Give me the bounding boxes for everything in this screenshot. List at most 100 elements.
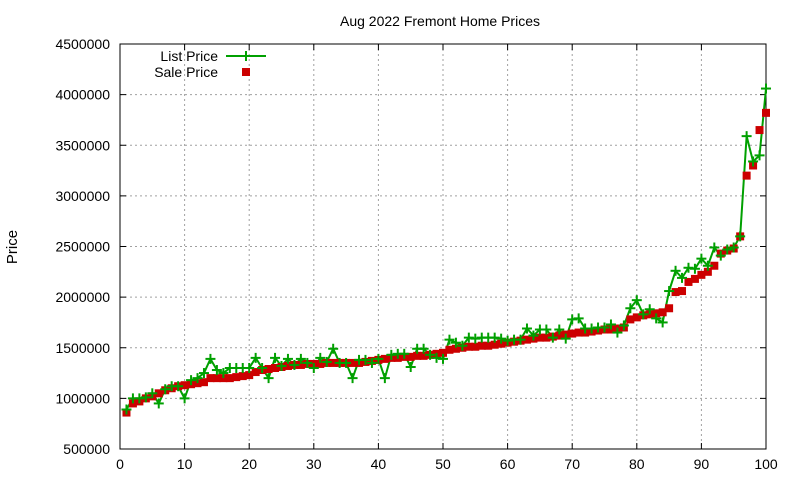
sale-price-point <box>329 358 338 367</box>
sale-price-point <box>484 341 493 350</box>
x-tick-label: 50 <box>435 456 451 472</box>
y-axis-label: Price <box>4 230 21 264</box>
x-tick-label: 80 <box>629 456 645 472</box>
list-price-point <box>244 363 255 373</box>
list-price-point <box>528 330 539 341</box>
y-tick-label: 1000000 <box>55 390 110 406</box>
legend-label: Sale Price <box>154 64 218 80</box>
list-price-point <box>173 381 184 392</box>
sale-price-point <box>316 359 325 368</box>
list-price-point <box>586 323 597 334</box>
list-price-point <box>502 335 513 346</box>
list-price-point <box>567 314 578 325</box>
list-price-point <box>438 353 448 364</box>
list-price-point <box>496 333 507 344</box>
sale-price-point <box>212 374 221 383</box>
list-price-point <box>257 363 268 373</box>
sale-price-point <box>542 333 551 342</box>
sale-price-point <box>348 358 357 367</box>
sale-price-point <box>678 287 687 296</box>
list-price-point <box>328 343 339 354</box>
sale-price-point <box>606 325 615 334</box>
list-price-point <box>379 373 390 384</box>
y-tick-label: 500000 <box>63 441 110 457</box>
sale-price-point <box>574 328 583 337</box>
legend-square-swatch <box>242 68 250 76</box>
list-price-point <box>702 260 713 271</box>
list-price-point <box>599 322 610 333</box>
list-price-point <box>515 334 526 345</box>
list-price-point <box>541 324 552 335</box>
sale-price-point <box>199 378 208 387</box>
list-price-point <box>625 303 636 314</box>
sale-price-point <box>690 274 699 283</box>
y-tick-label: 4000000 <box>55 87 110 103</box>
list-price-point <box>121 404 132 415</box>
x-tick-label: 100 <box>754 456 778 472</box>
list-price-point <box>722 244 733 255</box>
list-price-point <box>709 242 720 253</box>
list-price-point <box>186 375 197 386</box>
list-price-point <box>741 131 752 142</box>
list-price-point <box>366 357 377 368</box>
y-tick-labels: 500000 1000000 1500000 2000000 2500000 300000… <box>55 36 110 457</box>
list-price-point <box>612 327 623 338</box>
sale-price-point <box>490 340 499 349</box>
sale-price-point <box>762 108 770 117</box>
list-price-point <box>263 373 274 384</box>
sale-price-point <box>154 389 163 398</box>
legend-label: List Price <box>160 48 218 64</box>
list-price-point <box>754 150 765 161</box>
list-price-point <box>728 242 739 253</box>
sale-price-point <box>684 277 693 286</box>
list-price-point <box>302 357 313 368</box>
list-price-point <box>205 353 216 364</box>
sale-price-point <box>206 374 215 383</box>
list-price-point <box>696 253 707 264</box>
list-price-point <box>386 349 397 360</box>
list-price-point <box>761 83 771 94</box>
sale-price-point <box>471 342 480 351</box>
list-price-point <box>140 392 151 403</box>
x-tick-label: 0 <box>116 456 124 472</box>
list-price-point <box>289 359 300 370</box>
sale-price-point <box>264 365 273 374</box>
list-price-point <box>218 368 229 379</box>
sale-price-point <box>413 351 422 360</box>
list-price-point <box>489 332 500 343</box>
axes <box>119 43 767 450</box>
list-price-point <box>651 313 662 324</box>
list-price-point <box>657 317 668 328</box>
list-price-point <box>547 332 558 343</box>
list-price-point <box>450 337 461 348</box>
list-price-point <box>618 320 629 331</box>
sale-price-point <box>283 361 292 370</box>
list-price-point <box>405 361 416 372</box>
list-price-point <box>689 263 700 274</box>
list-price-point <box>276 360 287 371</box>
list-price-point <box>211 365 222 376</box>
list-price-point <box>425 349 436 360</box>
chart-title: Aug 2022 Fremont Home Prices <box>340 13 540 29</box>
list-price-point <box>605 319 616 330</box>
x-tick-label: 30 <box>306 456 322 472</box>
sale-price-point <box>626 315 635 324</box>
sale-price-point <box>180 381 189 390</box>
sale-price-point <box>245 371 254 380</box>
list-price-point <box>282 353 293 364</box>
sale-price-point <box>232 373 241 382</box>
list-price-point <box>321 356 332 367</box>
list-price-point <box>373 353 384 364</box>
sale-price-point <box>445 345 454 354</box>
list-price-point <box>444 334 455 345</box>
list-price-point <box>683 262 694 273</box>
sale-price-point <box>251 368 260 377</box>
sale-price-point <box>697 270 706 279</box>
list-price-point <box>554 324 565 335</box>
sale-price-point <box>451 344 460 353</box>
sale-price-point <box>439 348 447 357</box>
sale-price-point <box>380 354 389 363</box>
list-price-point <box>638 309 649 320</box>
x-tick-label: 20 <box>241 456 257 472</box>
